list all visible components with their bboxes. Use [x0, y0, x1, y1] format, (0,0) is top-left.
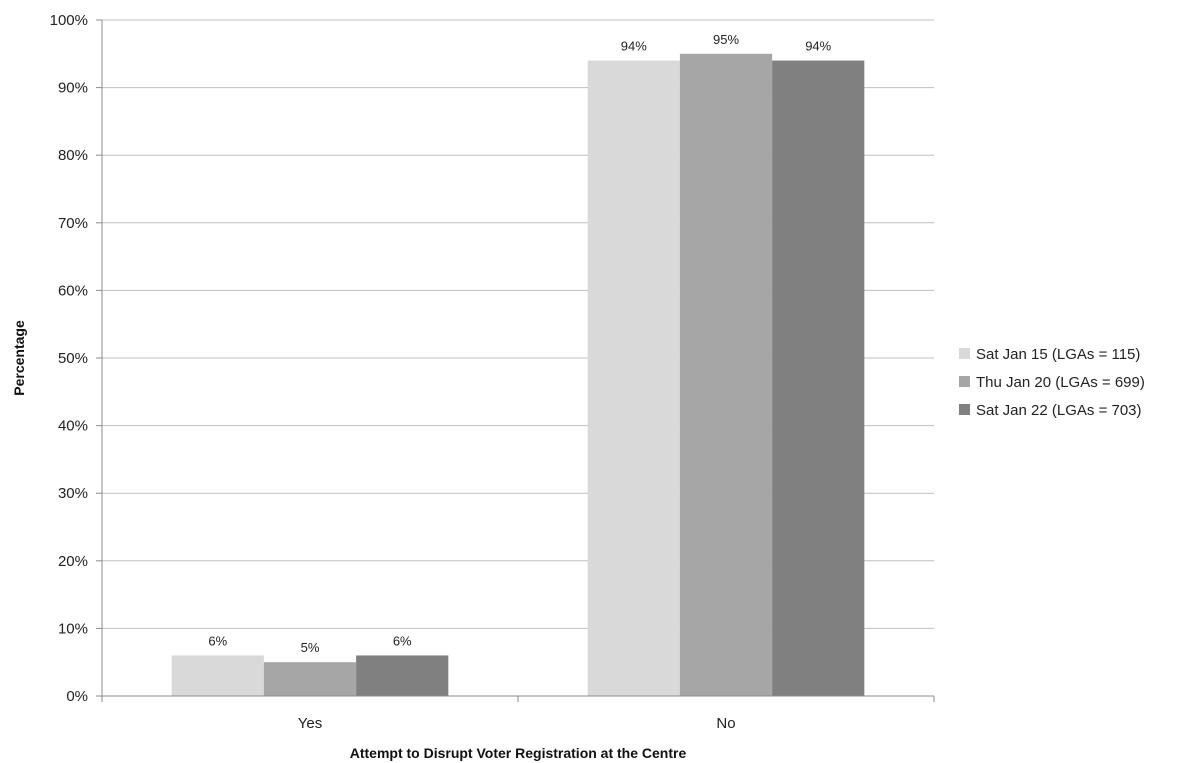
bar-value-label: 95%: [713, 32, 739, 47]
bar-value-label: 5%: [301, 640, 320, 655]
y-tick-label: 80%: [58, 147, 88, 164]
x-category-label: No: [716, 715, 735, 732]
bar-value-label: 94%: [805, 39, 831, 54]
bar: [171, 655, 264, 696]
legend-label: Thu Jan 20 (LGAs = 699): [976, 374, 1145, 391]
bar-value-label: 6%: [393, 633, 412, 648]
legend: Sat Jan 15 (LGAs = 115) Thu Jan 20 (LGAs …: [959, 346, 1145, 419]
bars: [171, 53, 865, 697]
y-tick-label: 0%: [66, 688, 88, 705]
y-tick-label: 40%: [58, 418, 88, 435]
x-axis-categories: Yes No: [298, 715, 736, 732]
y-tick-label: 90%: [58, 80, 88, 97]
y-tick-label: 20%: [58, 553, 88, 570]
bar: [587, 60, 680, 697]
legend-swatch: [959, 404, 970, 415]
y-axis-ticks: 0% 10% 20% 30% 40% 50% 60% 70% 80% 90% 100%: [50, 12, 102, 705]
legend-label: Sat Jan 15 (LGAs = 115): [976, 346, 1140, 363]
y-tick-label: 30%: [58, 485, 88, 502]
axes: [101, 20, 935, 702]
legend-label: Sat Jan 22 (LGAs = 703): [976, 402, 1142, 419]
bar-value-label: 94%: [621, 39, 647, 54]
y-tick-label: 50%: [58, 350, 88, 367]
y-tick-label: 70%: [58, 215, 88, 232]
gridlines: [102, 19, 934, 629]
legend-swatch: [959, 376, 970, 387]
bar: [356, 655, 449, 696]
y-tick-label: 60%: [58, 282, 88, 299]
x-axis-title: Attempt to Disrupt Voter Registration at…: [350, 745, 687, 761]
x-category-label: Yes: [298, 715, 322, 732]
bar: [263, 662, 357, 696]
y-tick-label: 100%: [50, 12, 88, 29]
bar-value-label: 6%: [208, 633, 227, 648]
legend-swatch: [959, 348, 970, 359]
y-axis-title: Percentage: [11, 320, 27, 396]
bar: [679, 53, 773, 697]
y-tick-label: 10%: [58, 620, 88, 637]
data-labels: 6% 5% 6% 94% 95% 94%: [208, 32, 831, 655]
bar: [772, 60, 865, 697]
